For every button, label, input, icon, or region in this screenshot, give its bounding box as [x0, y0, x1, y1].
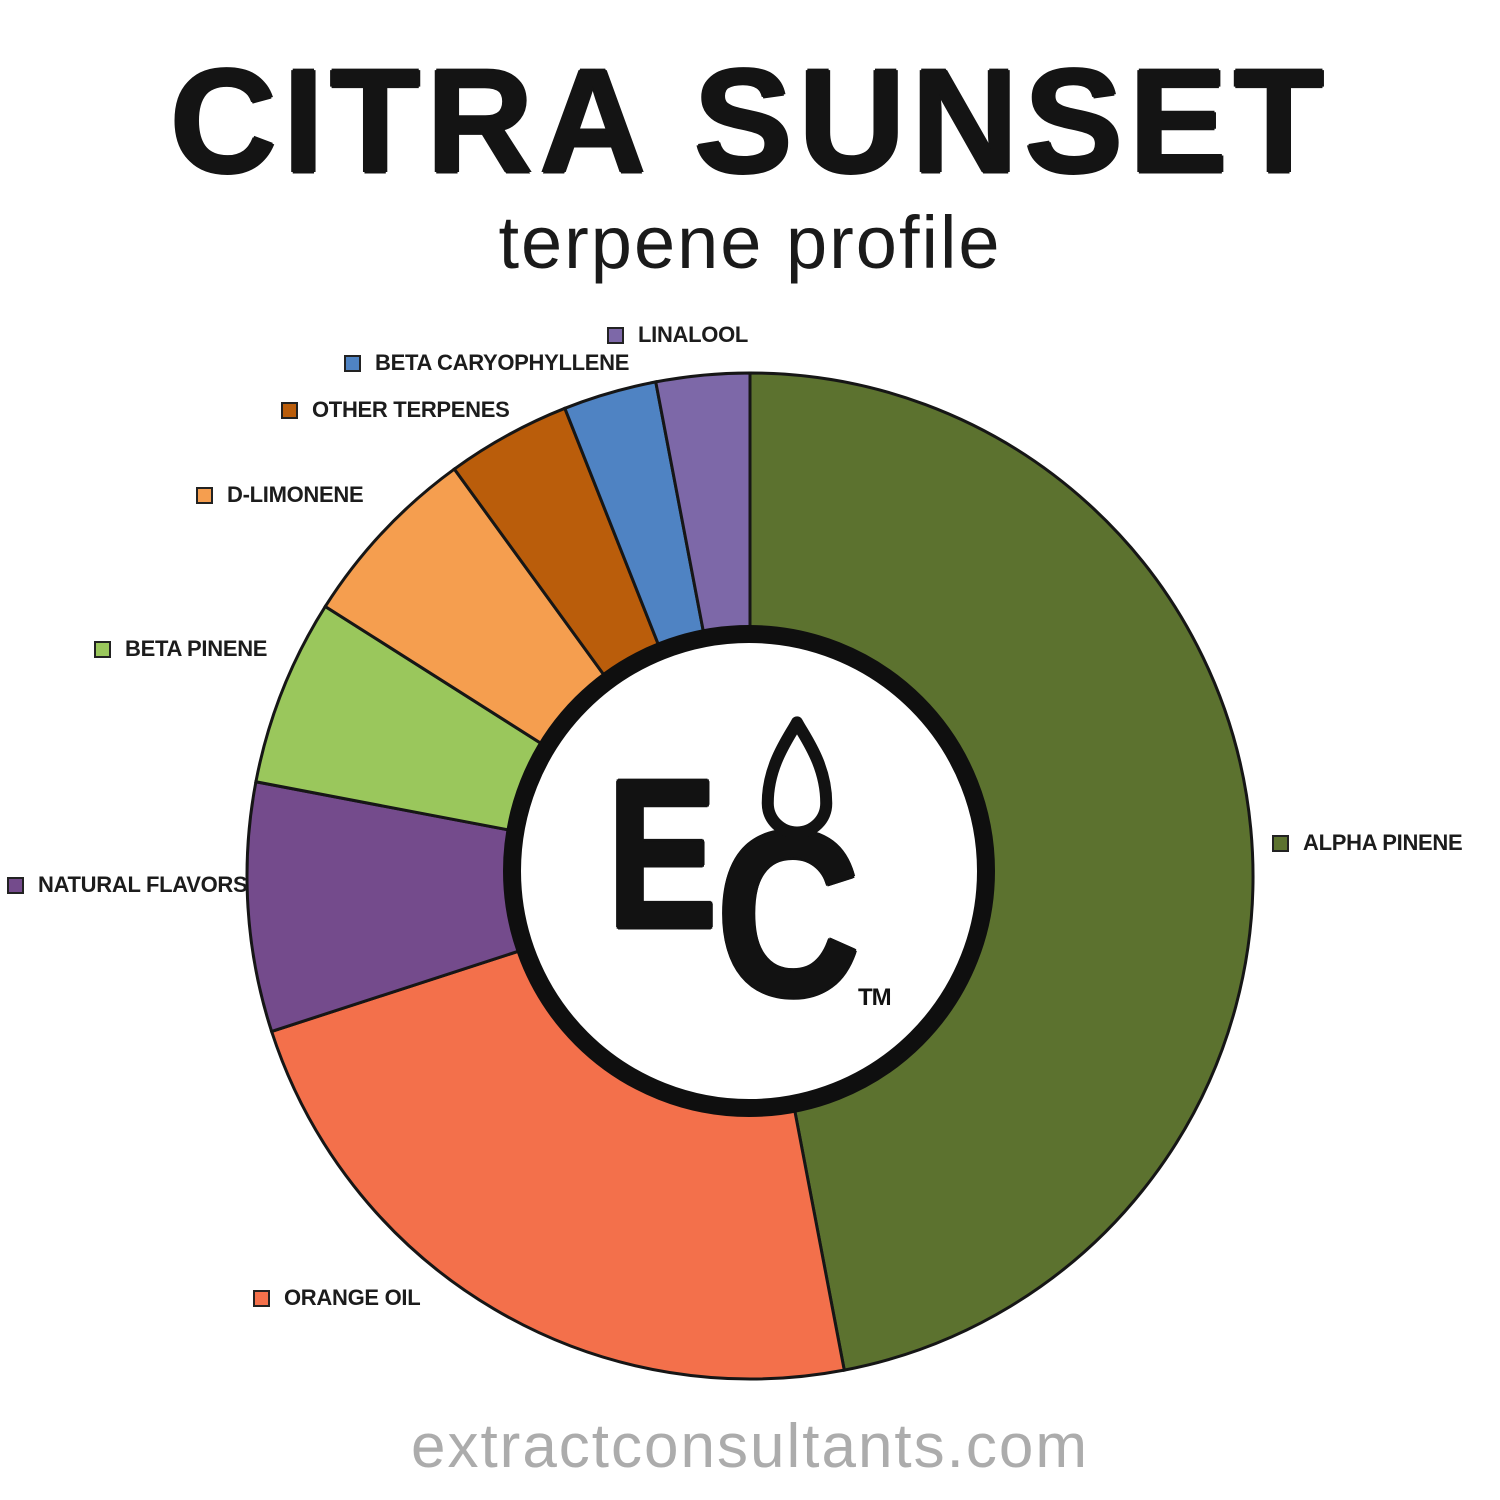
legend-label-natural-flavors: NATURAL FLAVORS: [38, 872, 248, 897]
legend-label-linalool: LINALOOL: [638, 322, 749, 347]
other-terpenes-swatch: [281, 401, 298, 419]
legend-item-d-limonene: D-LIMONENE: [196, 482, 364, 508]
legend-item-natural-flavors: NATURAL FLAVORS: [7, 872, 248, 898]
legend-label-other-terpenes: OTHER TERPENES: [312, 397, 510, 422]
orange-oil-swatch: [253, 1289, 270, 1307]
legend-item-linalool: LINALOOL: [607, 322, 748, 348]
d-limonene-swatch: [196, 486, 213, 504]
pie-slice-alpha-pinene: [748, 371, 1255, 1372]
legend-label-beta-pinene: BETA PINENE: [125, 636, 268, 661]
donut-hole: [503, 625, 995, 1117]
legend-label-beta-caryophyllene: BETA CARYOPHYLLENE: [375, 350, 630, 375]
legend-label-d-limonene: D-LIMONENE: [227, 482, 364, 507]
legend-item-other-terpenes: OTHER TERPENES: [281, 397, 510, 423]
page-title: CITRA SUNSET: [169, 39, 1331, 204]
legend-label-alpha-pinene: ALPHA PINENE: [1303, 830, 1463, 855]
alpha-pinene-swatch: [1272, 834, 1289, 852]
beta-caryophyllene-swatch: [344, 354, 361, 372]
page-subtitle: terpene profile: [498, 201, 1002, 284]
legend-item-beta-caryophyllene: BETA CARYOPHYLLENE: [344, 350, 629, 376]
linalool-swatch: [607, 326, 624, 344]
legend-label-orange-oil: ORANGE OIL: [284, 1285, 421, 1310]
website-url: extractconsultants.com: [410, 1412, 1090, 1481]
pie-slice-natural-flavors: [245, 779, 751, 1034]
trademark-label: TM: [858, 984, 892, 1011]
legend-item-orange-oil: ORANGE OIL: [253, 1285, 421, 1311]
logo-letter-e: E: [607, 735, 718, 972]
legend-item-alpha-pinene: ALPHA PINENE: [1272, 830, 1463, 856]
natural-flavors-swatch: [7, 876, 24, 894]
beta-pinene-swatch: [94, 640, 111, 658]
drop-icon: [761, 716, 833, 839]
legend-item-beta-pinene: BETA PINENE: [94, 636, 267, 662]
